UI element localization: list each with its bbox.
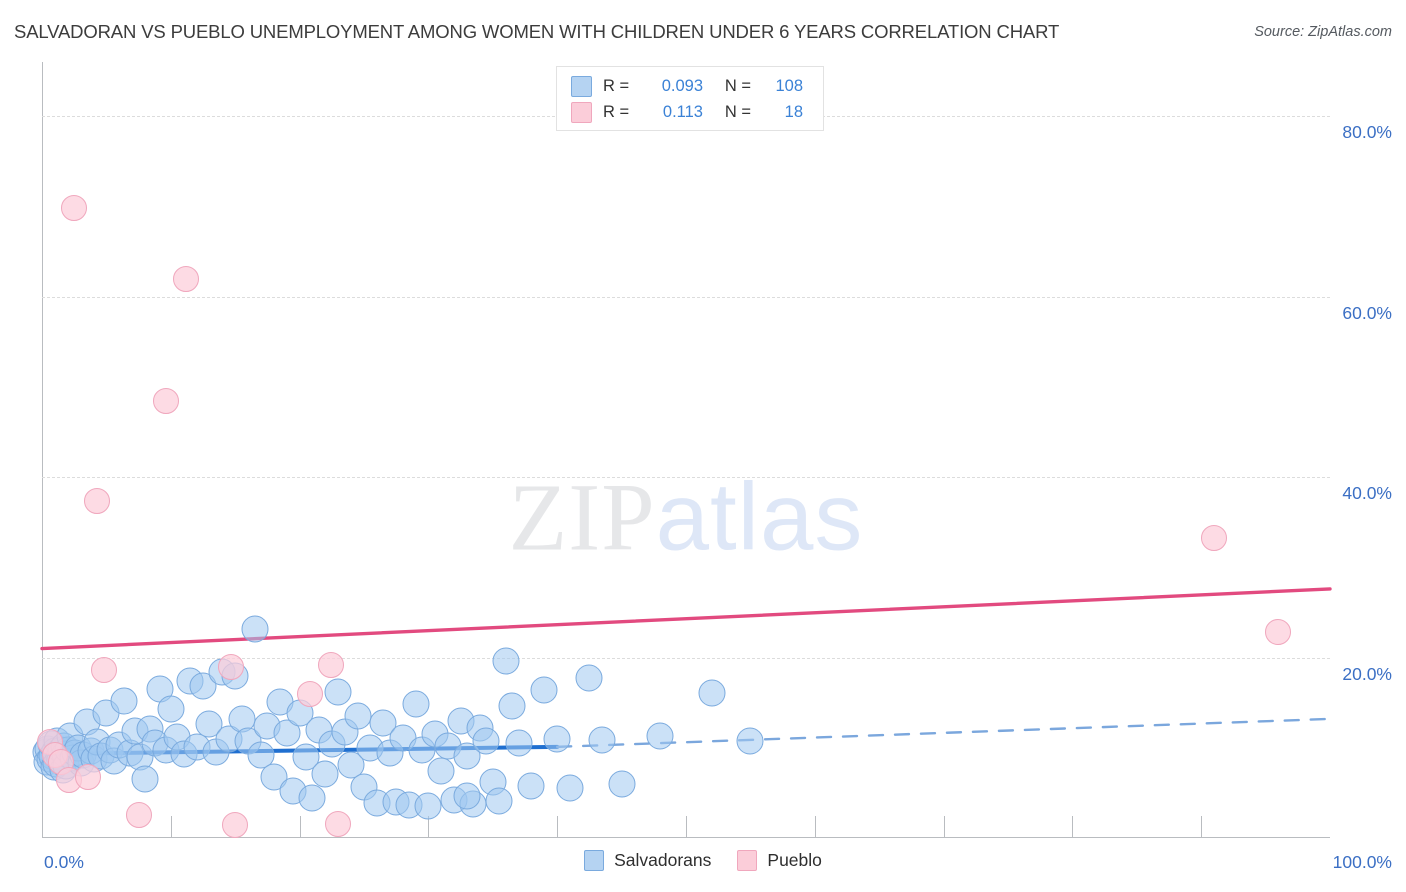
x-tick-80	[1072, 816, 1074, 838]
scatter-point-pueblo	[218, 653, 245, 680]
trend-line-pueblo	[40, 587, 1332, 651]
scatter-point-salvadorans	[157, 695, 185, 723]
legend-swatch-salvadorans-icon	[584, 850, 605, 871]
x-tick-70	[943, 816, 945, 838]
y-tick-label-80: 80.0%	[1342, 122, 1392, 143]
chart-legend: Salvadorans Pueblo	[0, 850, 1406, 871]
scatter-point-pueblo	[61, 195, 88, 222]
scatter-point-salvadorans	[292, 743, 320, 771]
scatter-point-salvadorans	[110, 687, 138, 715]
scatter-point-pueblo	[325, 810, 352, 837]
swatch-pueblo-icon	[571, 101, 592, 123]
n-value-2: 18	[784, 102, 803, 121]
r-value-1: 0.093	[661, 76, 703, 95]
scatter-point-salvadorans	[427, 757, 455, 785]
scatter-point-pueblo	[317, 651, 344, 678]
swatch-salvadorans-icon	[571, 75, 592, 97]
scatter-point-salvadorans	[543, 725, 571, 753]
scatter-point-salvadorans	[505, 729, 533, 757]
r-label-1: R =	[603, 76, 630, 95]
gridline-20	[42, 657, 1330, 659]
scatter-point-pueblo	[152, 388, 179, 415]
x-tick-30	[428, 816, 430, 838]
page-title: SALVADORAN VS PUEBLO UNEMPLOYMENT AMONG …	[14, 21, 1060, 42]
stats-row-pueblo: R = 0.113 N = 18	[571, 99, 813, 125]
scatter-point-pueblo	[125, 801, 152, 828]
x-tick-50	[686, 816, 687, 838]
legend-item-salvadorans[interactable]: Salvadorans	[584, 850, 711, 871]
n-label-2: N =	[724, 102, 751, 121]
n-label-1: N =	[724, 76, 751, 95]
x-tick-20	[299, 816, 301, 838]
scatter-point-pueblo	[84, 487, 111, 514]
stats-row-salvadorans: R = 0.093 N = 108	[571, 73, 813, 99]
scatter-point-pueblo	[1201, 525, 1228, 552]
x-tick-10	[170, 816, 172, 838]
scatter-point-salvadorans	[698, 679, 726, 707]
scatter-point-salvadorans	[402, 690, 430, 718]
scatter-point-pueblo	[90, 657, 117, 684]
x-tick-60	[814, 816, 816, 838]
scatter-point-salvadorans	[530, 676, 558, 704]
r-value-2: 0.113	[662, 102, 703, 121]
scatter-point-salvadorans	[608, 770, 636, 798]
scatter-point-pueblo	[296, 680, 323, 707]
y-tick-label-60: 60.0%	[1342, 302, 1392, 323]
gridline-60	[42, 296, 1330, 298]
scatter-point-salvadorans	[453, 782, 481, 810]
gridline-40	[42, 477, 1330, 479]
legend-label-salvadorans: Salvadorans	[614, 850, 712, 870]
scatter-point-pueblo	[173, 265, 200, 292]
scatter-point-salvadorans	[492, 647, 520, 675]
legend-label-pueblo: Pueblo	[767, 850, 822, 870]
scatter-point-pueblo	[1265, 619, 1292, 646]
scatter-point-salvadorans	[485, 787, 513, 815]
scatter-point-salvadorans	[241, 615, 269, 643]
scatter-point-salvadorans	[472, 727, 500, 755]
scatter-point-salvadorans	[498, 692, 526, 720]
scatter-point-salvadorans	[414, 792, 442, 820]
correlation-stats-box: R = 0.093 N = 108 R = 0.113 N = 18	[556, 66, 824, 131]
y-tick-label-20: 20.0%	[1342, 663, 1392, 684]
x-tick-90	[1201, 816, 1203, 838]
scatter-point-pueblo	[75, 763, 102, 790]
scatter-point-salvadorans	[517, 772, 545, 800]
scatter-point-salvadorans	[344, 702, 372, 730]
scatter-point-salvadorans	[195, 710, 223, 738]
legend-item-pueblo[interactable]: Pueblo	[737, 850, 822, 871]
scatter-point-salvadorans	[646, 722, 674, 750]
scatter-point-salvadorans	[736, 727, 764, 755]
scatter-point-salvadorans	[311, 760, 339, 788]
scatter-point-salvadorans	[131, 765, 159, 793]
scatter-point-salvadorans	[588, 726, 616, 754]
n-value-1: 108	[775, 76, 803, 95]
scatter-point-salvadorans	[324, 678, 352, 706]
scatter-point-salvadorans	[556, 774, 584, 802]
x-axis-max-label: 100.0%	[1332, 852, 1392, 872]
legend-swatch-pueblo-icon	[737, 850, 758, 871]
scatter-point-salvadorans	[298, 784, 326, 812]
x-axis-min-label: 0.0%	[44, 852, 84, 872]
scatter-point-pueblo	[222, 812, 249, 839]
plot-area: ZIPatlas	[32, 62, 1332, 839]
r-label-2: R =	[603, 102, 630, 121]
trend-line-salvadorans-dashed	[556, 717, 1332, 749]
scatter-point-salvadorans	[575, 664, 603, 692]
x-tick-40	[557, 816, 559, 838]
source-label: Source: ZipAtlas.com	[1254, 24, 1392, 40]
y-tick-label-40: 40.0%	[1342, 483, 1392, 504]
